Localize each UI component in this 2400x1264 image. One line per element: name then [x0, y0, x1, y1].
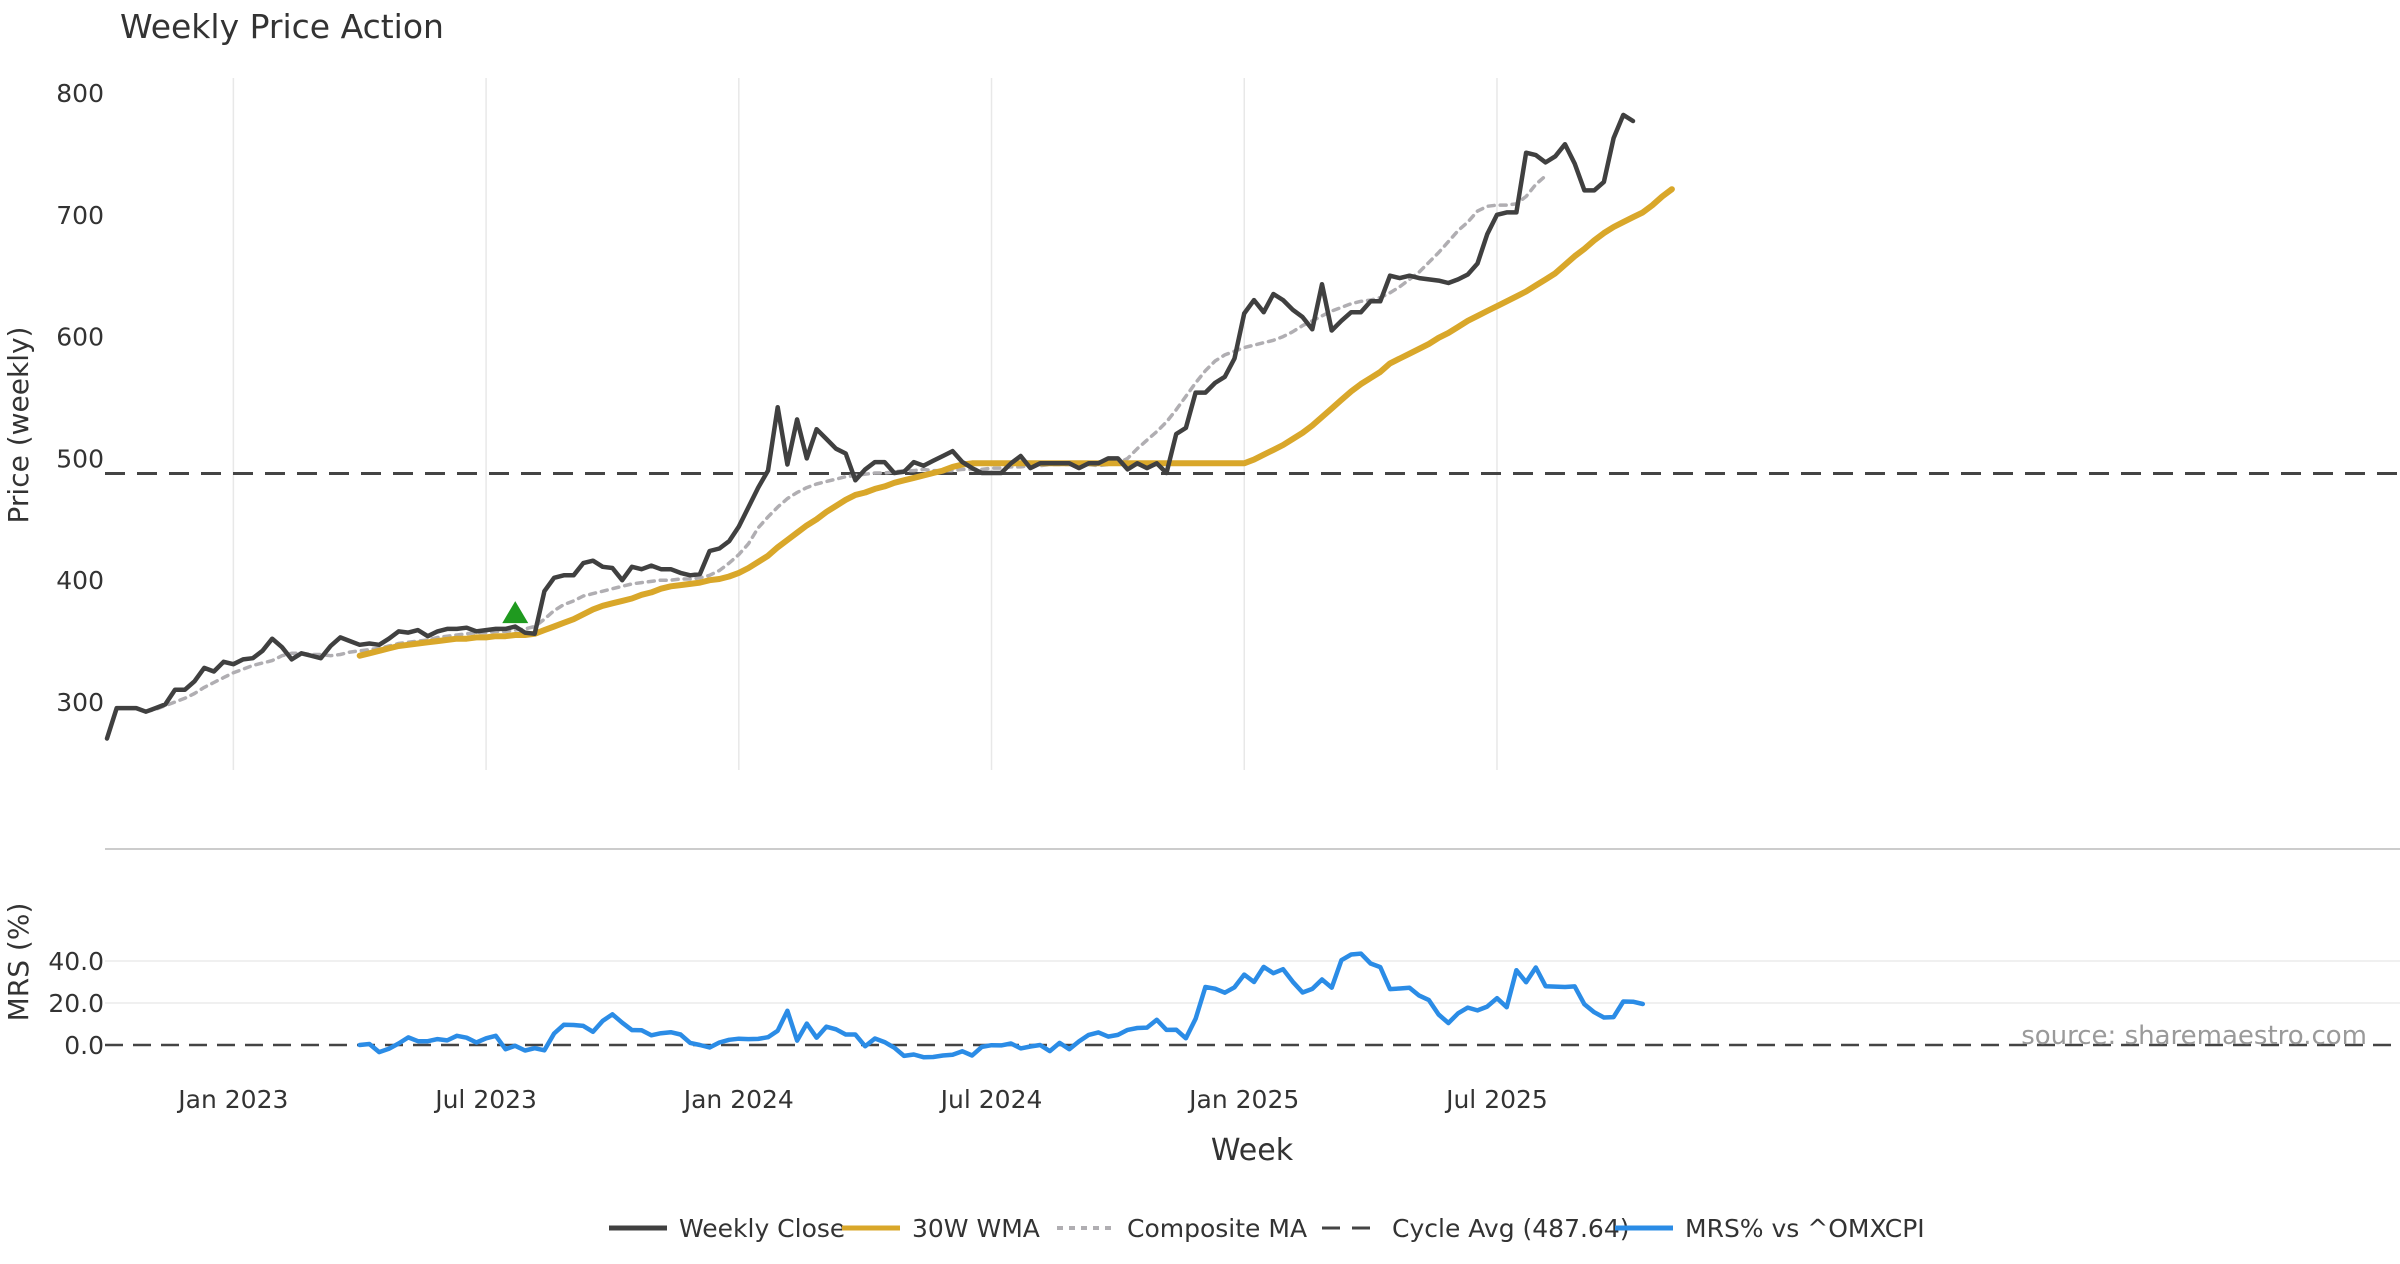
- legend-label: 30W WMA: [912, 1214, 1040, 1243]
- legend-item: 30W WMA: [842, 1214, 1040, 1243]
- y-tick-label: 400: [56, 566, 104, 595]
- lower-y-axis-label: MRS (%): [2, 903, 35, 1022]
- legend-item: Composite MA: [1057, 1214, 1307, 1243]
- upper-vertical-gridlines: [232, 78, 1498, 770]
- chart-title: Weekly Price Action: [120, 7, 444, 46]
- lower-y-tick-labels: 0.0 20.0 40.0: [48, 947, 104, 1060]
- y-tick-label: 600: [56, 323, 104, 352]
- upper-series-group: [104, 112, 1675, 741]
- x-tick-label: Jul 2024: [939, 1085, 1043, 1114]
- legend-item: Weekly Close: [609, 1214, 845, 1243]
- x-tick-label: Jan 2023: [176, 1085, 288, 1114]
- x-axis-label: Week: [1211, 1133, 1294, 1168]
- y-tick-label: 20.0: [48, 989, 104, 1018]
- x-tick-label: Jul 2025: [1444, 1085, 1548, 1114]
- chart-legend: Weekly Close 30W WMA Composite MA Cycle Avg…: [609, 1214, 1925, 1243]
- lower-series-group: [357, 951, 1646, 1060]
- mrs-line: [357, 951, 1646, 1060]
- y-tick-label: 700: [56, 201, 104, 230]
- legend-label: Composite MA: [1127, 1214, 1307, 1243]
- y-tick-label: 0.0: [64, 1031, 104, 1060]
- legend-label: Weekly Close: [679, 1214, 845, 1243]
- y-tick-label: 300: [56, 688, 104, 717]
- buy-signal-triangle: [502, 601, 529, 624]
- x-tick-label: Jan 2024: [682, 1085, 794, 1114]
- x-tick-labels: Jan 2023 Jul 2023 Jan 2024 Jul 2024 Jan 2025…: [176, 1085, 1548, 1114]
- x-tick-label: Jul 2023: [433, 1085, 537, 1114]
- watermark: source: sharemaestro.com: [2021, 1021, 2367, 1051]
- y-tick-label: 500: [56, 444, 104, 473]
- legend-label: Cycle Avg (487.64): [1392, 1214, 1630, 1243]
- x-tick-label: Jan 2025: [1187, 1085, 1299, 1114]
- weekly-close-line: [104, 112, 1636, 741]
- y-tick-label: 800: [56, 79, 104, 108]
- upper-y-tick-labels: 300 400 500 600 700 800: [56, 79, 104, 717]
- upper-y-axis-label: Price (weekly): [2, 327, 35, 524]
- legend-item: Cycle Avg (487.64): [1322, 1214, 1630, 1243]
- composite-ma-line: [144, 174, 1548, 714]
- lower-horizontal-gridlines: [105, 960, 2400, 1004]
- legend-label: MRS% vs ^OMXCPI: [1685, 1214, 1925, 1243]
- y-tick-label: 40.0: [48, 947, 104, 976]
- legend-item: MRS% vs ^OMXCPI: [1615, 1214, 1925, 1243]
- 30w-wma-line: [356, 186, 1675, 659]
